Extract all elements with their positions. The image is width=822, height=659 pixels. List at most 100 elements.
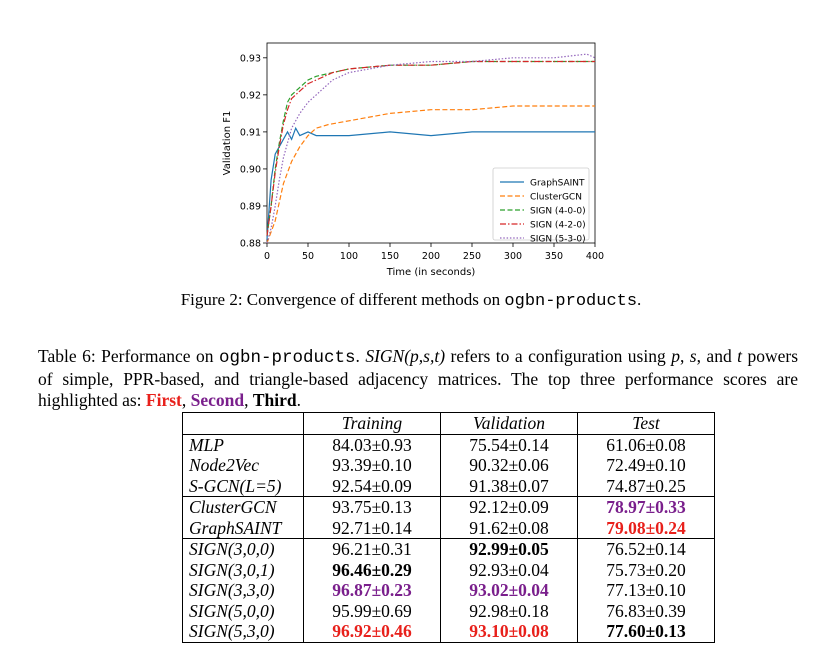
validation-cell: 92.12±0.09: [440, 496, 578, 518]
method-cell: SIGN(3,3,0): [182, 580, 304, 601]
y-tick-label: 0.91: [240, 127, 261, 138]
caption-text: powers of simple, PPR-based, and triangl…: [38, 346, 799, 410]
validation-cell: 91.38±0.07: [440, 475, 578, 497]
validation-cell: 93.10±0.08: [440, 621, 578, 643]
caption-text: , and: [696, 346, 738, 366]
training-cell: 93.39±0.10: [303, 455, 441, 476]
caption-var-p: p: [671, 346, 680, 366]
x-axis-label: Time (in seconds): [386, 267, 476, 278]
figure-caption-dataset: ogbn-products: [504, 292, 638, 311]
caption-text: ,: [679, 346, 690, 366]
test-cell: 75.73±0.20: [577, 559, 715, 580]
header-test: Test: [577, 412, 715, 434]
table-caption: Table 6: Performance on ogbn-products. S…: [38, 346, 798, 411]
method-cell: MLP: [182, 433, 304, 455]
training-cell: 95.99±0.69: [303, 600, 441, 621]
figure-caption-suffix: .: [637, 290, 642, 309]
validation-cell: 75.54±0.14: [440, 433, 578, 455]
training-cell: 93.75±0.13: [303, 496, 441, 518]
validation-cell: 92.98±0.18: [440, 600, 578, 621]
legend-label: ClusterGCN: [530, 193, 582, 203]
test-cell: 61.06±0.08: [577, 433, 715, 455]
header-method: [182, 412, 304, 434]
legend-label: GraphSAINT: [530, 179, 585, 189]
validation-cell: 93.02±0.04: [440, 580, 578, 601]
series-line-sign-4-2-0: [266, 60, 595, 236]
legend-label: SIGN (4-2-0): [530, 221, 586, 231]
training-cell: 84.03±0.93: [303, 433, 441, 455]
results-table: Training Validation Test MLP 84.03±0.93 …: [182, 412, 715, 643]
training-cell: 92.54±0.09: [303, 475, 441, 497]
legend-third: Third: [252, 390, 297, 410]
test-cell: 76.83±0.39: [577, 600, 715, 621]
series-line-sign-5-3-0: [266, 53, 596, 244]
table-row: Node2Vec 93.39±0.10 90.32±0.06 72.49±0.1…: [182, 455, 715, 476]
validation-cell: 90.32±0.06: [440, 455, 578, 476]
method-cell: Node2Vec: [182, 455, 304, 476]
caption-var-s: s: [689, 346, 697, 366]
header-validation: Validation: [440, 412, 578, 434]
table-header-row: Training Validation Test: [182, 412, 715, 434]
x-tick-label: 350: [545, 251, 563, 262]
y-tick-label: 0.89: [240, 201, 261, 212]
x-tick-label: 200: [422, 251, 440, 262]
legend-first: First: [145, 390, 182, 410]
test-cell: 72.49±0.10: [577, 455, 715, 476]
method-cell: SIGN(3,0,1): [182, 559, 304, 580]
caption-sign-label: SIGN(p,s,t): [365, 346, 446, 366]
caption-text: ,: [181, 390, 191, 410]
training-cell: 96.46±0.29: [303, 559, 441, 580]
legend-box: [492, 167, 590, 241]
caption-dataset: ogbn-products: [218, 348, 356, 368]
method-cell: SIGN(5,3,0): [182, 621, 304, 643]
caption-text: refers to a configuration using: [445, 346, 672, 366]
test-cell: 76.52±0.14: [577, 538, 715, 560]
table-row: SIGN(3,3,0) 96.87±0.23 93.02±0.04 77.13±…: [182, 580, 715, 601]
caption-text: Table 6: Performance on: [38, 346, 219, 366]
x-tick-label: 150: [381, 251, 399, 262]
caption-text: .: [355, 346, 366, 366]
x-tick-label: 0: [264, 251, 270, 262]
training-cell: 92.71±0.14: [303, 517, 441, 539]
table-row: GraphSAINT 92.71±0.14 91.62±0.08 79.08±0…: [182, 517, 715, 539]
validation-cell: 92.99±0.05: [440, 538, 578, 560]
y-tick-label: 0.93: [240, 53, 261, 64]
convergence-chart: Validation F1 Time (in seconds) 0.88 0.89…: [210, 35, 610, 283]
legend-second: Second: [190, 390, 245, 410]
test-cell: 79.08±0.24: [577, 517, 715, 539]
method-cell: ClusterGCN: [182, 496, 304, 518]
caption-text: .: [296, 390, 302, 410]
table-row: SIGN(5,3,0) 96.92±0.46 93.10±0.08 77.60±…: [182, 621, 715, 643]
training-cell: 96.92±0.46: [303, 621, 441, 643]
test-cell: 77.60±0.13: [577, 621, 715, 643]
method-cell: S-GCN(L=5): [182, 475, 304, 497]
training-cell: 96.21±0.31: [303, 538, 441, 560]
x-tick-label: 100: [340, 251, 358, 262]
table-row: S-GCN(L=5) 92.54±0.09 91.38±0.07 74.87±0…: [182, 475, 715, 497]
figure-caption-prefix: Figure 2: Convergence of different metho…: [180, 290, 505, 309]
table-row: SIGN(5,0,0) 95.99±0.69 92.98±0.18 76.83±…: [182, 600, 715, 621]
y-tick-label: 0.90: [240, 164, 261, 175]
validation-cell: 91.62±0.08: [440, 517, 578, 539]
header-training: Training: [303, 412, 441, 434]
training-cell: 96.87±0.23: [303, 580, 441, 601]
x-tick-label: 50: [302, 251, 314, 262]
y-axis-label: Validation F1: [222, 111, 233, 176]
method-cell: SIGN(3,0,0): [182, 538, 304, 560]
caption-var-t: t: [737, 346, 743, 366]
y-tick-label: 0.88: [240, 239, 261, 250]
table-row: SIGN(3,0,0) 96.21±0.31 92.99±0.05 76.52±…: [182, 538, 715, 560]
validation-cell: 92.93±0.04: [440, 559, 578, 580]
figure-caption: Figure 2: Convergence of different metho…: [0, 290, 822, 311]
x-tick-label: 300: [504, 251, 522, 262]
series-line-clustergcn: [266, 105, 595, 244]
table-row: ClusterGCN 93.75±0.13 92.12±0.09 78.97±0…: [182, 496, 715, 518]
method-cell: GraphSAINT: [182, 517, 304, 539]
x-tick-label: 400: [586, 251, 604, 262]
legend-label: SIGN (4-0-0): [530, 207, 586, 217]
chart-legend: GraphSAINT ClusterGCN SIGN (4-0-0) SIGN (4-…: [492, 167, 590, 245]
chart-svg: Validation F1 Time (in seconds) 0.88 0.89…: [222, 42, 604, 278]
table-row: SIGN(3,0,1) 96.46±0.29 92.93±0.04 75.73±…: [182, 559, 715, 580]
test-cell: 78.97±0.33: [577, 496, 715, 518]
series-line-graphsaint: [266, 126, 595, 240]
